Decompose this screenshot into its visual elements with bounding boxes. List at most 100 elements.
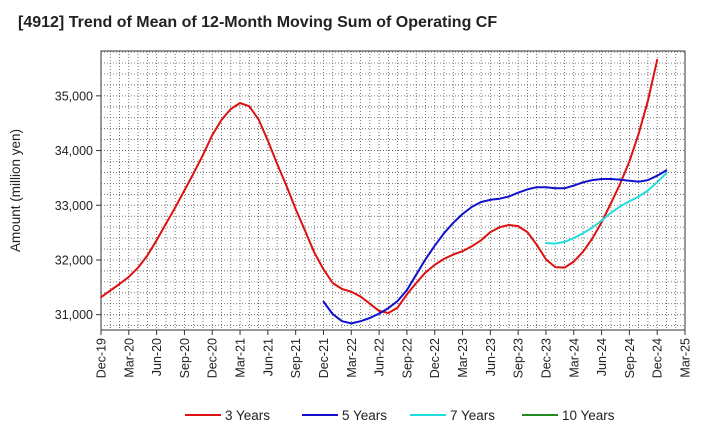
data-point (647, 99, 649, 102)
data-point (211, 134, 214, 137)
x-tick-label: Dec-20 (206, 338, 220, 378)
data-point (582, 232, 584, 235)
data-point (656, 58, 659, 61)
x-tick-label: Jun-22 (373, 338, 387, 376)
data-point (489, 231, 492, 233)
data-point (424, 271, 427, 274)
x-tick-label: Mar-23 (456, 338, 470, 378)
x-tick-label: Mar-25 (679, 338, 693, 378)
data-point (387, 312, 390, 314)
data-point (647, 179, 649, 182)
data-point (433, 244, 436, 247)
x-tick-label: Dec-22 (428, 338, 442, 378)
data-point (591, 237, 594, 240)
data-point (415, 282, 418, 284)
data-point (572, 237, 575, 239)
data-point (239, 102, 241, 104)
data-point (331, 313, 334, 316)
data-point (637, 195, 640, 198)
data-point (517, 191, 520, 194)
data-point (304, 229, 306, 232)
data-point (257, 118, 260, 121)
data-point (600, 219, 603, 222)
data-point (563, 187, 566, 190)
data-point (350, 290, 353, 293)
x-tick-label: Dec-19 (95, 338, 109, 378)
data-point (396, 300, 399, 302)
legend-label: 7 Years (450, 408, 495, 423)
data-point (248, 105, 251, 108)
data-point (628, 179, 631, 182)
data-point (359, 295, 362, 298)
y-tick-label: 33,000 (55, 199, 93, 213)
data-point (341, 288, 343, 290)
data-point (220, 119, 223, 121)
legend-label: 10 Years (562, 408, 615, 423)
data-point (285, 184, 288, 187)
data-point (461, 250, 464, 253)
x-tick-label: Dec-21 (317, 338, 331, 378)
data-point (609, 178, 612, 180)
data-point (452, 253, 455, 256)
legend-label: 5 Years (342, 408, 387, 423)
data-point (572, 260, 575, 263)
data-point (118, 283, 121, 285)
data-point (415, 273, 418, 276)
data-point (378, 309, 380, 312)
data-point (572, 184, 575, 187)
data-point (443, 257, 445, 260)
x-tick-label: Sep-22 (400, 338, 414, 378)
data-point (535, 186, 538, 189)
x-tick-label: Sep-20 (178, 338, 192, 378)
data-point (628, 160, 631, 163)
data-point (489, 198, 492, 201)
data-point (480, 239, 482, 242)
data-point (146, 254, 149, 257)
data-point (591, 226, 594, 229)
x-tick-label: Sep-24 (623, 338, 637, 378)
x-tick-label: Mar-22 (345, 338, 359, 378)
data-point (582, 181, 584, 184)
data-point (378, 312, 380, 315)
data-point (554, 242, 557, 245)
data-point (517, 225, 520, 227)
data-point (545, 258, 547, 261)
x-tick-label: Sep-21 (289, 338, 303, 378)
data-point (174, 206, 177, 209)
data-point (368, 302, 371, 305)
data-point (647, 189, 649, 192)
data-point (656, 174, 659, 177)
data-point (628, 200, 631, 203)
data-point (322, 300, 325, 303)
data-point (313, 251, 316, 254)
data-point (498, 197, 501, 200)
data-point (387, 307, 390, 310)
data-point (535, 243, 538, 246)
x-tick-label: Mar-24 (567, 338, 581, 378)
data-point (470, 206, 473, 208)
data-point (406, 289, 408, 291)
data-point (406, 293, 408, 296)
data-point (526, 188, 529, 191)
data-point (192, 172, 195, 174)
data-point (350, 322, 353, 325)
data-point (229, 108, 232, 110)
data-point (276, 162, 279, 165)
data-point (424, 258, 427, 261)
data-point (507, 224, 510, 226)
data-point (656, 181, 659, 184)
x-tick-label: Mar-20 (122, 338, 136, 378)
data-point (600, 178, 603, 180)
data-point (563, 266, 566, 269)
y-tick-label: 35,000 (55, 89, 93, 103)
x-tick-label: Sep-23 (512, 338, 526, 378)
data-point (582, 250, 584, 253)
legend-label: 3 Years (225, 408, 270, 423)
data-point (619, 205, 622, 208)
data-point (609, 202, 612, 205)
y-tick-label: 32,000 (55, 253, 93, 267)
data-point (563, 241, 566, 243)
data-point (443, 232, 445, 235)
data-point (109, 289, 112, 292)
